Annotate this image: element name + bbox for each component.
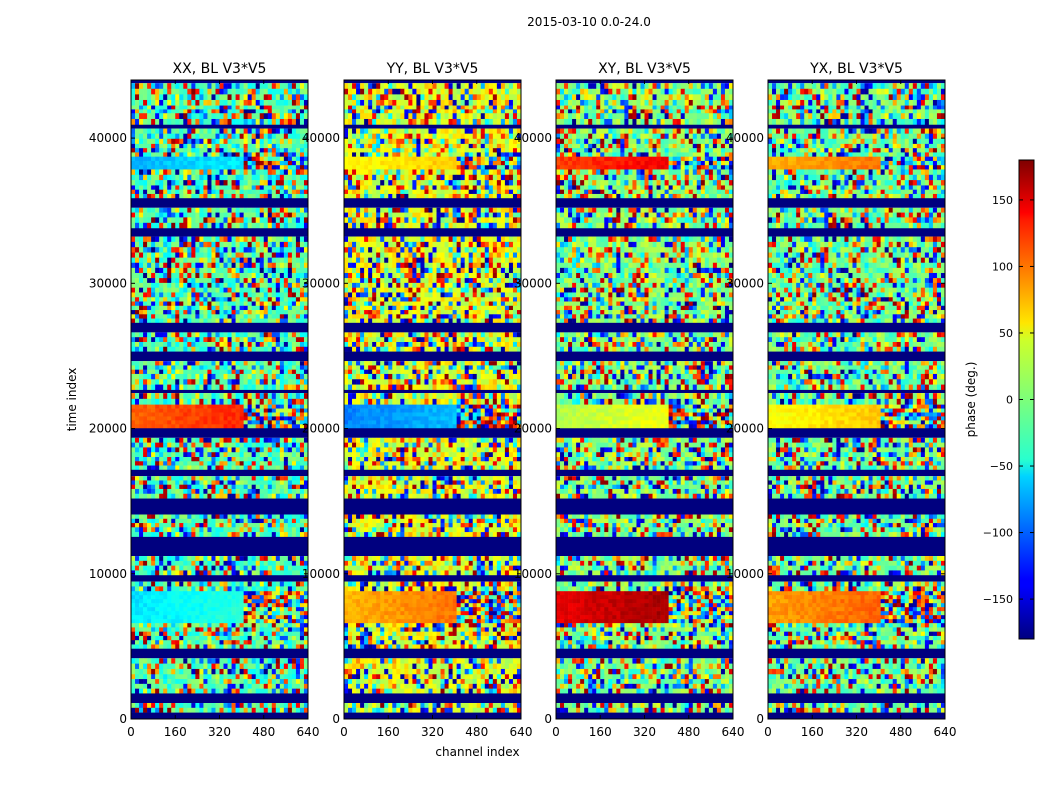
x-tick-label: 0 [340, 725, 348, 739]
panel-3: XY, BL V3*V5 0 160 320 480 640 0 10000 20000 3000… [514, 61, 745, 739]
y-tick-label: 30000 [514, 276, 552, 290]
x-tick-label: 160 [164, 725, 187, 739]
panel-4: YX, BL V3*V5 0 160 320 480 640 0 10000 20000 3000… [726, 61, 957, 739]
y-tick-label: 10000 [89, 567, 127, 581]
y-tick-label: 0 [119, 712, 127, 726]
heatmap-image [131, 80, 309, 719]
y-tick-label: 40000 [89, 131, 127, 145]
x-tick-label: 640 [722, 725, 745, 739]
colorbar-tick-label: 0 [1006, 394, 1013, 407]
panel-title: XX, BL V3*V5 [173, 61, 267, 77]
x-tick-label: 320 [421, 725, 444, 739]
panel-1: XX, BL V3*V5 0 160 320 480 640 0 10000 20000 3000… [65, 61, 319, 739]
x-tick-label: 0 [552, 725, 560, 739]
colorbar: −150 −100 −50 0 50 100 150 phase (deg.) [964, 159, 1035, 640]
x-tick-label: 320 [633, 725, 656, 739]
y-tick-label: 30000 [89, 276, 127, 290]
y-tick-label: 10000 [514, 567, 552, 581]
y-tick-label: 40000 [302, 131, 340, 145]
y-tick-label: 20000 [726, 422, 764, 436]
y-tick-label: 40000 [514, 131, 552, 145]
colorbar-label: phase (deg.) [964, 362, 978, 438]
colorbar-tick-label: −50 [990, 460, 1013, 473]
x-tick-label: 480 [889, 725, 912, 739]
y-tick-label: 30000 [302, 276, 340, 290]
heatmap-image [344, 80, 522, 719]
x-tick-label: 480 [252, 725, 275, 739]
y-tick-label: 20000 [302, 422, 340, 436]
x-tick-label: 160 [589, 725, 612, 739]
y-tick-label: 10000 [726, 567, 764, 581]
y-axis-label: time index [65, 368, 79, 432]
colorbar-tick-label: 100 [992, 260, 1013, 273]
panel-title: XY, BL V3*V5 [598, 61, 691, 77]
panel-title: YY, BL V3*V5 [386, 61, 479, 77]
y-tick-label: 10000 [302, 567, 340, 581]
y-tick-label: 30000 [726, 276, 764, 290]
x-tick-label: 320 [208, 725, 231, 739]
panels-group: XX, BL V3*V5 0 160 320 480 640 0 10000 20000 3000… [65, 61, 956, 759]
x-tick-label: 160 [801, 725, 824, 739]
x-tick-label: 640 [297, 725, 320, 739]
x-axis-label: channel index [435, 745, 519, 759]
y-tick-label: 40000 [726, 131, 764, 145]
colorbar-tick-label: −150 [983, 593, 1013, 606]
heatmap-image [556, 80, 734, 719]
colorbar-tick-label: 150 [992, 194, 1013, 207]
x-tick-label: 0 [764, 725, 772, 739]
x-tick-label: 160 [377, 725, 400, 739]
x-tick-label: 640 [934, 725, 957, 739]
x-tick-label: 320 [845, 725, 868, 739]
panel-title: YX, BL V3*V5 [809, 61, 903, 77]
heatmap-image [768, 80, 946, 719]
y-tick-label: 20000 [89, 422, 127, 436]
figure-title: 2015-03-10 0.0-24.0 [527, 15, 651, 29]
x-tick-label: 480 [677, 725, 700, 739]
x-tick-label: 480 [465, 725, 488, 739]
y-tick-label: 0 [756, 712, 764, 726]
colorbar-tick-label: −100 [983, 527, 1013, 540]
y-tick-label: 0 [544, 712, 552, 726]
colorbar-tick-label: 50 [999, 327, 1013, 340]
y-tick-label: 0 [332, 712, 340, 726]
panel-2: YY, BL V3*V5 0 160 320 480 640 0 10000 20000 3000… [302, 61, 533, 759]
x-tick-label: 640 [510, 725, 533, 739]
x-tick-label: 0 [127, 725, 135, 739]
y-tick-label: 20000 [514, 422, 552, 436]
